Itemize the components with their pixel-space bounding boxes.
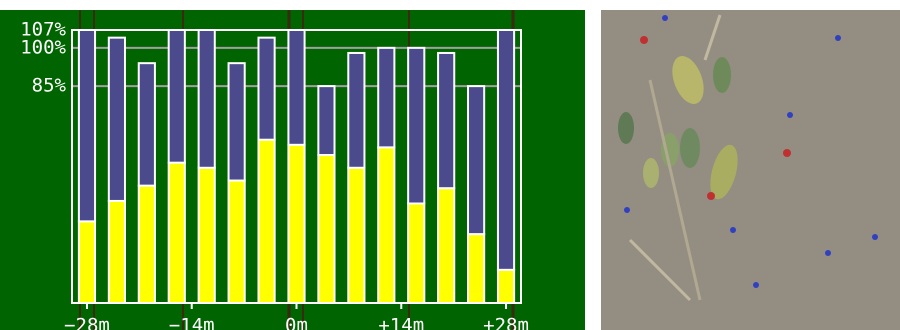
plot: 107%100% 85% −28m −14m 0m +14m +28m bbox=[20, 19, 529, 330]
x-tick-label: +14m bbox=[378, 315, 424, 330]
y-tick-label: 85% bbox=[32, 75, 67, 97]
bar-segment bbox=[77, 29, 97, 223]
straw bbox=[648, 79, 702, 301]
bar-segment bbox=[347, 166, 366, 304]
bar-segment bbox=[137, 62, 156, 187]
bar-segment bbox=[377, 46, 396, 149]
bar-segment bbox=[317, 154, 336, 304]
straw bbox=[628, 238, 692, 302]
seed bbox=[707, 192, 715, 200]
leaf bbox=[643, 158, 659, 188]
seed bbox=[825, 250, 831, 256]
seed bbox=[624, 207, 630, 213]
leaf bbox=[713, 57, 731, 93]
y-tick-label: 100% bbox=[20, 36, 66, 58]
leaf bbox=[618, 112, 634, 144]
bar-segment bbox=[77, 220, 97, 304]
x-tick-label: −28m bbox=[64, 315, 110, 330]
bar-segment bbox=[437, 51, 456, 190]
bar-segment bbox=[167, 29, 186, 164]
leaf bbox=[710, 144, 738, 200]
bar-segment bbox=[227, 62, 246, 182]
straw bbox=[703, 14, 722, 61]
seed bbox=[787, 112, 793, 118]
seed bbox=[835, 35, 841, 41]
bar-segment bbox=[437, 187, 456, 305]
camera-view bbox=[601, 10, 900, 330]
x-tick-label: 0m bbox=[285, 315, 308, 330]
seed bbox=[753, 282, 759, 288]
y-tick-label: 107% bbox=[20, 19, 66, 41]
leaf bbox=[680, 128, 700, 168]
seed bbox=[662, 15, 668, 21]
bar-segment bbox=[257, 36, 276, 141]
bar-segment bbox=[227, 179, 246, 305]
bar-segment bbox=[407, 46, 426, 205]
bar-segment bbox=[167, 161, 186, 304]
seed bbox=[783, 149, 791, 157]
bar-segment bbox=[107, 199, 126, 304]
bar-segment bbox=[467, 233, 486, 304]
bar-segment bbox=[317, 85, 336, 157]
bar-segment bbox=[107, 36, 126, 202]
bar-segment bbox=[347, 51, 366, 169]
bar-segment bbox=[287, 29, 306, 146]
x-tick-label: +28m bbox=[483, 315, 529, 330]
bar-segment bbox=[496, 268, 516, 305]
seed bbox=[730, 227, 736, 233]
leaf bbox=[672, 56, 704, 104]
seed bbox=[872, 234, 878, 240]
plot-frame bbox=[71, 29, 522, 304]
bar-segment bbox=[377, 146, 396, 304]
x-tick-label: −14m bbox=[169, 315, 215, 330]
bar-segment bbox=[467, 85, 486, 236]
seed bbox=[640, 36, 648, 44]
bar-segment bbox=[257, 138, 276, 304]
bar-segment bbox=[197, 29, 216, 169]
bar-segment bbox=[287, 143, 306, 304]
bar-segment bbox=[137, 184, 156, 304]
bar-segment bbox=[197, 166, 216, 304]
bar-segment bbox=[496, 29, 516, 271]
bar-segment bbox=[407, 202, 426, 304]
